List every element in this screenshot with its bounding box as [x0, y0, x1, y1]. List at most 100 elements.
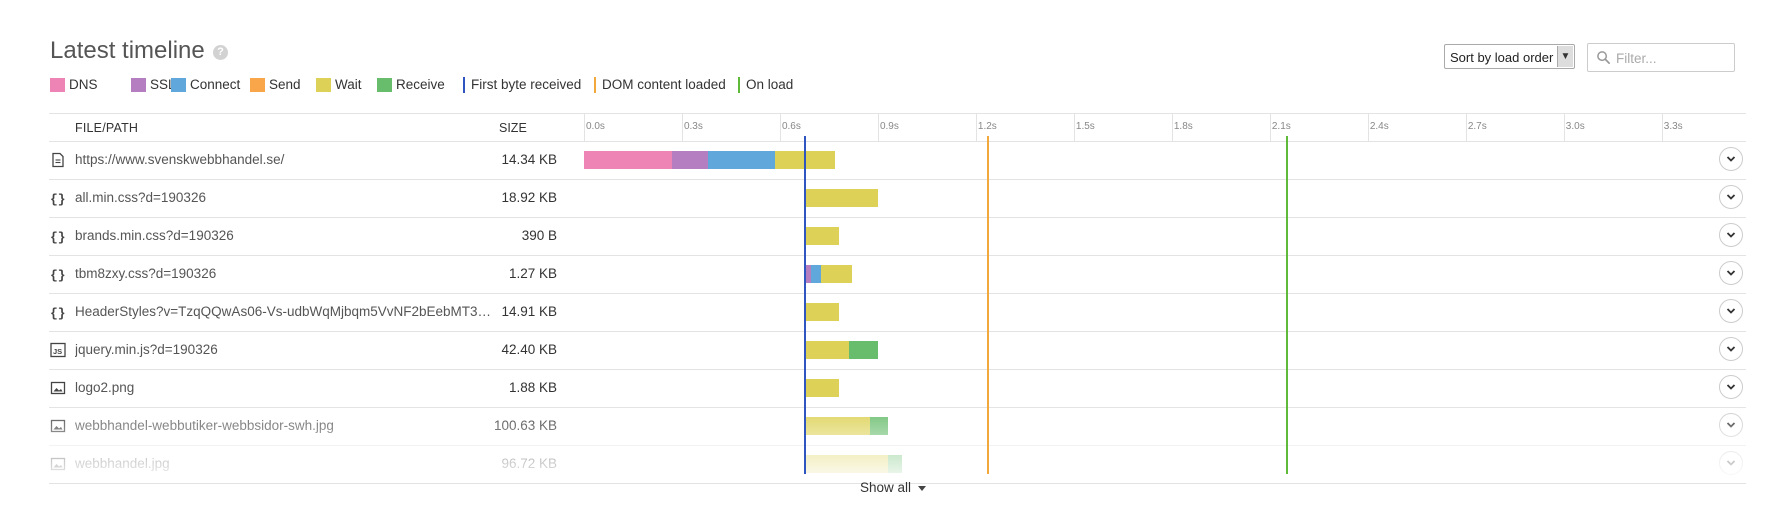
column-header-file[interactable]: FILE/PATH	[75, 121, 139, 135]
time-tick-line	[1367, 114, 1369, 141]
image-icon	[50, 380, 66, 396]
legend-label: Send	[269, 77, 301, 92]
file-path: HeaderStyles?v=TzqQQwAs06-Vs-udbWqMjbqm5…	[75, 304, 495, 319]
bar-segment-wait	[804, 379, 839, 397]
search-icon	[1597, 51, 1610, 64]
table-header: FILE/PATH SIZE 0.0s 0.3s 0.6s 0.9s 1.2s 1.5s 1…	[49, 113, 1746, 142]
legend-swatch	[50, 78, 65, 92]
file-path: jquery.min.js?d=190326	[75, 342, 218, 357]
javascript-icon: JS	[50, 342, 66, 358]
file-size: 18.92 KB	[501, 190, 557, 205]
legend-label: On load	[746, 77, 794, 92]
legend-label: Receive	[396, 77, 445, 92]
legend-swatch	[131, 78, 146, 92]
legend-swatch	[377, 78, 392, 92]
time-tick-label: 3.3s	[1663, 121, 1683, 132]
bar-segment-connect	[708, 151, 776, 169]
table-row[interactable]: webbhandel.jpg 96.72 KB	[49, 445, 1746, 484]
expand-row-button[interactable]	[1719, 261, 1743, 285]
time-tick-line	[1661, 114, 1663, 141]
bar-segment-wait	[820, 265, 852, 283]
time-tick-label: 0.0s	[586, 121, 605, 132]
file-path: brands.min.css?d=190326	[75, 228, 234, 243]
chevron-down-icon: ▼	[1557, 46, 1573, 67]
bar-segment-wait	[804, 341, 849, 359]
file-path: https://www.svenskwebbhandel.se/	[75, 152, 285, 167]
table-row[interactable]: https://www.svenskwebbhandel.se/14.34 KB	[49, 141, 1746, 180]
file-path: tbm8zxy.css?d=190326	[75, 266, 217, 281]
time-tick-label: 3.0s	[1565, 121, 1585, 132]
table-row[interactable]: webbhandel-webbutiker-webbsidor-swh.jpg 1…	[49, 407, 1746, 446]
filter-input[interactable]	[1614, 48, 1728, 69]
bar-segment-wait	[804, 189, 878, 207]
legend-swatch	[738, 77, 740, 93]
column-header-size[interactable]: SIZE	[499, 121, 527, 135]
file-path: logo2.png	[75, 380, 135, 395]
time-tick-label: 1.5s	[1075, 121, 1095, 132]
legend-label: DOM content loaded	[602, 77, 726, 92]
expand-row-button[interactable]	[1719, 337, 1743, 361]
expand-row-button[interactable]	[1719, 147, 1743, 171]
bar-segment-ssl	[672, 151, 709, 169]
css-icon: {}	[50, 190, 66, 207]
time-tick-line	[1073, 114, 1075, 141]
table-row[interactable]: {} all.min.css?d=190326 18.92 KB	[49, 179, 1746, 218]
time-tick-label: 1.2s	[977, 121, 997, 132]
help-icon[interactable]: ?	[213, 45, 228, 60]
file-path: all.min.css?d=190326	[75, 190, 206, 205]
time-tick-line	[1465, 114, 1467, 141]
time-tick-line	[1563, 114, 1565, 141]
bar-segment-wait	[804, 227, 839, 245]
table-row[interactable]: logo2.png 1.88 KB	[49, 369, 1746, 408]
time-tick-label: 0.3s	[683, 121, 703, 132]
table-row[interactable]: {} brands.min.css?d=190326 390 B	[49, 217, 1746, 256]
first-byte-marker	[804, 136, 807, 474]
file-size: 1.88 KB	[508, 380, 557, 395]
svg-text:{}: {}	[50, 268, 66, 282]
svg-text:JS: JS	[53, 347, 62, 356]
bar-segment-receive	[869, 417, 888, 435]
time-tick-line	[975, 114, 977, 141]
legend-label: DNS	[69, 77, 98, 92]
expand-row-button[interactable]	[1719, 451, 1743, 475]
file-size: 390 B	[521, 228, 557, 243]
expand-row-button[interactable]	[1719, 223, 1743, 247]
time-tick-label: 0.6s	[781, 121, 801, 132]
on-load-marker	[1286, 136, 1289, 474]
sort-select[interactable]: Sort by load order ▼	[1444, 44, 1575, 69]
file-path: webbhandel.jpg	[75, 456, 170, 471]
table-row[interactable]: {} tbm8zxy.css?d=190326 1.27 KB	[49, 255, 1746, 294]
time-tick-line	[681, 114, 683, 141]
css-icon: {}	[50, 304, 66, 321]
legend-swatch	[463, 77, 465, 93]
show-all-label: Show all	[860, 480, 912, 495]
legend-swatch	[316, 78, 331, 92]
timeline-table: FILE/PATH SIZE 0.0s 0.3s 0.6s 0.9s 1.2s 1.5s 1…	[49, 113, 1746, 484]
file-size: 1.27 KB	[508, 266, 557, 281]
expand-row-button[interactable]	[1719, 185, 1743, 209]
time-tick-line	[1269, 114, 1271, 141]
svg-text:{}: {}	[50, 192, 66, 206]
timeline-title: Latest timeline	[50, 37, 205, 64]
legend-label: First byte received	[471, 77, 582, 92]
bar-segment-wait	[804, 455, 888, 473]
time-tick-label: 0.9s	[879, 121, 899, 132]
legend-swatch	[594, 77, 596, 93]
expand-row-button[interactable]	[1719, 413, 1743, 437]
sort-select-value: Sort by load order	[1450, 50, 1554, 65]
expand-row-button[interactable]	[1719, 299, 1743, 323]
expand-row-button[interactable]	[1719, 375, 1743, 399]
table-row[interactable]: {} HeaderStyles?v=TzqQQwAs06-Vs-udbWqMjbq…	[49, 293, 1746, 332]
bar-segment-wait	[804, 303, 839, 321]
table-row[interactable]: JS jquery.min.js?d=190326 42.40 KB	[49, 331, 1746, 370]
bar-segment-dns	[584, 151, 673, 169]
document-icon	[50, 152, 66, 168]
image-icon	[50, 456, 66, 472]
filter-field[interactable]	[1587, 43, 1735, 72]
time-tick-label: 2.4s	[1369, 121, 1389, 132]
show-all-button[interactable]: Show all	[860, 480, 927, 495]
file-size: 14.34 KB	[501, 152, 557, 167]
time-tick-line	[779, 114, 781, 141]
time-tick-label: 2.1s	[1271, 121, 1291, 132]
bar-segment-wait	[804, 417, 870, 435]
